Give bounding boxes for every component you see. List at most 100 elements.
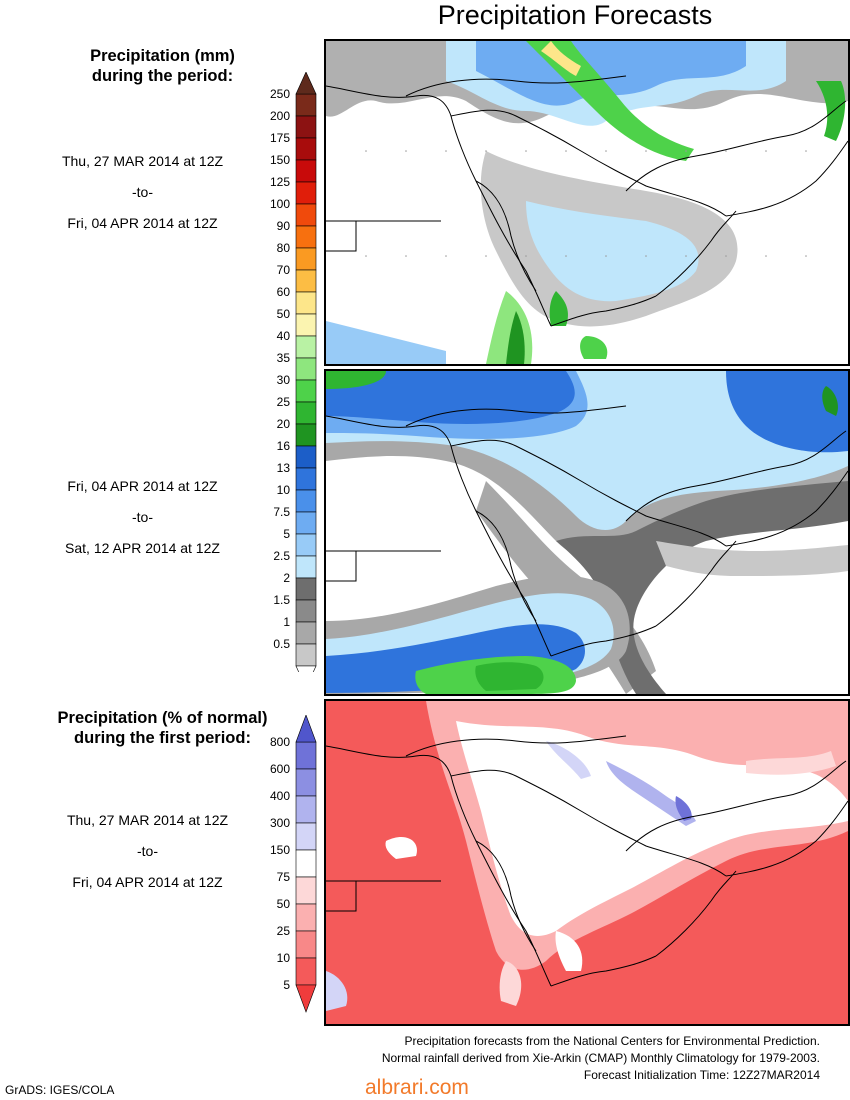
colorbar-box	[295, 489, 317, 513]
colorbar-tick-label: 50	[277, 307, 291, 321]
colorbar-box	[295, 795, 317, 824]
colorbar-tick-label: 175	[270, 131, 290, 145]
footer-line-1: Precipitation forecasts from the Nationa…	[404, 1034, 820, 1048]
colorbar-tick-label: 25	[277, 395, 291, 409]
colorbar-box	[295, 335, 317, 359]
colorbar-tick-label: 40	[277, 329, 291, 343]
colorbar-box	[295, 876, 317, 905]
colorbar-box	[295, 357, 317, 381]
colorbar-box	[295, 741, 317, 770]
colorbar-box	[295, 511, 317, 535]
colorbar-box	[295, 137, 317, 161]
footer-line-3: Forecast Initialization Time: 12Z27MAR20…	[583, 1068, 820, 1082]
colorbar-tick-label: 300	[270, 816, 290, 830]
colorbar-tick-label: 60	[277, 285, 291, 299]
precip-colorbar-graphic: 2502001751501251009080706050403530252016…	[270, 71, 317, 689]
colorbar-tick-label: 5	[283, 978, 290, 992]
period-3-start: Thu, 27 MAR 2014 at 12Z	[66, 812, 229, 828]
colorbar-tick-label: 0.5	[273, 637, 290, 651]
colorbar-box	[295, 849, 317, 878]
colorbar-tick-label: 5	[283, 527, 290, 541]
colorbar-tick-label: 25	[277, 924, 291, 938]
period-1-start: Thu, 27 MAR 2014 at 12Z	[61, 153, 224, 169]
colorbar-box	[295, 577, 317, 601]
colorbar-box	[295, 423, 317, 447]
period-2-start: Fri, 04 APR 2014 at 12Z	[67, 478, 218, 494]
colorbar-tick-label: 75	[277, 870, 291, 884]
percent-normal-map	[326, 701, 848, 1024]
colorbar-box	[295, 533, 317, 557]
colorbar-box	[295, 291, 317, 315]
precip-map-2	[326, 371, 848, 694]
colorbar-tick-label: 7.5	[273, 505, 290, 519]
colorbar-tick-label: 125	[270, 175, 290, 189]
colorbar-box	[295, 903, 317, 932]
colorbar-box	[295, 599, 317, 623]
colorbar-box	[295, 822, 317, 851]
colorbar-tick-label: 1	[283, 615, 290, 629]
colorbar-tick-label: 2	[283, 571, 290, 585]
colorbar-box	[295, 93, 317, 117]
period-3-label: Thu, 27 MAR 2014 at 12Z -to- Fri, 04 APR…	[45, 805, 250, 898]
colorbar-box	[295, 313, 317, 337]
colorbar-box	[295, 467, 317, 491]
colorbar-tick-label: 150	[270, 843, 290, 857]
colorbar-tick-label: 20	[277, 417, 291, 431]
colorbar-tick-label: 1.5	[273, 593, 290, 607]
colorbar-tick-label: 400	[270, 789, 290, 803]
percent-legend-heading: Precipitation (% of normal) during the f…	[30, 708, 295, 748]
colorbar-box	[295, 401, 317, 425]
colorbar-tick-label: 600	[270, 762, 290, 776]
map-panel-period-2	[324, 369, 850, 696]
colorbar-tick-label: 13	[277, 461, 291, 475]
colorbar-box	[295, 957, 317, 986]
colorbar-tick-label: 10	[277, 951, 291, 965]
precip-map-1	[326, 41, 848, 364]
percent-legend-heading-line1: Precipitation (% of normal)	[57, 709, 268, 727]
colorbar-tick-label: 2.5	[273, 549, 290, 563]
colorbar-box	[295, 643, 317, 667]
colorbar-box	[295, 203, 317, 227]
colorbar-bottom-arrow	[295, 665, 317, 689]
colorbar-tick-label: 800	[270, 735, 290, 749]
precip-colorbar: 250 200 175 150 125 100 90 80 70 60 50 40 35 30 25 20 16…	[250, 71, 325, 689]
footer-notes: Precipitation forecasts from the Nationa…	[300, 1033, 820, 1084]
watermark-text: albrari.com	[365, 1076, 469, 1099]
colorbar-box	[295, 115, 317, 139]
grads-credit: GrADS: IGES/COLA	[5, 1083, 115, 1097]
colorbar-tick-label: 90	[277, 219, 291, 233]
colorbar-tick-label: 250	[270, 87, 290, 101]
colorbar-tick-label: 35	[277, 351, 291, 365]
percent-colorbar-graphic: 800 600 400 300 150 75 50 25 10 5	[270, 714, 317, 1013]
colorbar-box	[295, 445, 317, 469]
period-3-end: Fri, 04 APR 2014 at 12Z	[72, 874, 223, 890]
period-2-end: Sat, 12 APR 2014 at 12Z	[65, 540, 220, 556]
precip-legend-heading-line1: Precipitation (mm)	[90, 47, 235, 65]
period-3-to: -to-	[137, 843, 158, 859]
colorbar-box	[295, 555, 317, 579]
colorbar-tick-label: 16	[277, 439, 291, 453]
colorbar-box	[295, 621, 317, 645]
period-1-to: -to-	[132, 184, 153, 200]
colorbar-tick-label: 100	[270, 197, 290, 211]
colorbar-tick-label: 150	[270, 153, 290, 167]
period-1-end: Fri, 04 APR 2014 at 12Z	[67, 215, 218, 231]
colorbar-bottom-arrow	[295, 984, 317, 1013]
colorbar-top-arrow	[295, 71, 317, 95]
period-1-label: Thu, 27 MAR 2014 at 12Z -to- Fri, 04 APR…	[40, 146, 245, 239]
colorbar-box	[295, 247, 317, 271]
colorbar-box	[295, 225, 317, 249]
colorbar-top-arrow	[295, 714, 317, 743]
period-2-label: Fri, 04 APR 2014 at 12Z -to- Sat, 12 APR…	[40, 471, 245, 564]
colorbar-tick-label: 200	[270, 109, 290, 123]
map-panel-period-1	[324, 39, 850, 366]
page-title: Precipitation Forecasts	[437, 0, 713, 30]
colorbar-box	[295, 181, 317, 205]
footer-line-2: Normal rainfall derived from Xie-Arkin (…	[381, 1051, 820, 1065]
colorbar-box	[295, 930, 317, 959]
percent-colorbar: 800 600 400 300 150 75 50 25 10 5	[250, 714, 325, 1015]
colorbar-box	[295, 379, 317, 403]
colorbar-box	[295, 768, 317, 797]
map-panel-percent-normal	[324, 699, 850, 1026]
colorbar-tick-label: 80	[277, 241, 291, 255]
